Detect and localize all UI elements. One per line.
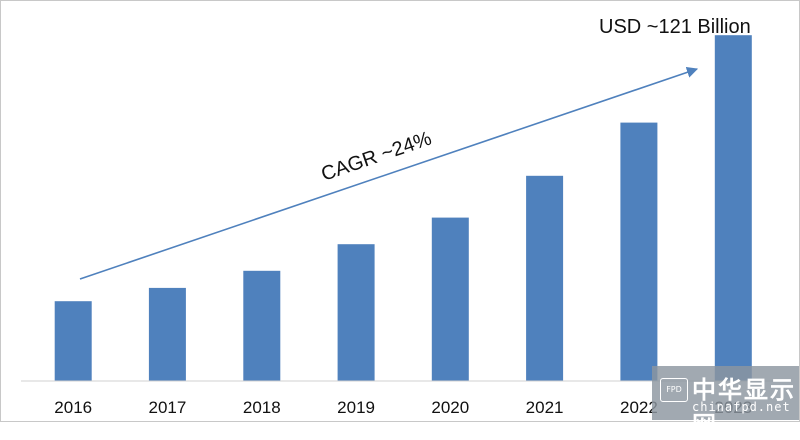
bar-2017 [148, 287, 186, 381]
bar-2016 [54, 301, 92, 381]
bar-2023 [714, 35, 752, 381]
bar-2019 [337, 244, 375, 381]
watermark-logo: FPD [660, 378, 688, 402]
bar-2021 [526, 175, 564, 381]
x-tick-label-2019: 2019 [337, 398, 375, 417]
x-tick-label-2016: 2016 [54, 398, 92, 417]
cagr-trend-arrow [79, 66, 699, 280]
bar-2020 [431, 217, 469, 381]
bar-2018 [243, 270, 281, 381]
watermark-url: chinafpd.net [692, 400, 791, 414]
chart-frame: 20162017201820192020202120222023 CAGR ~2… [0, 0, 800, 422]
x-tick-label-2021: 2021 [526, 398, 564, 417]
bar-chart: 20162017201820192020202120222023 CAGR ~2… [21, 16, 791, 417]
x-tick-label-2022: 2022 [620, 398, 658, 417]
watermark: FPD 中华显示网 chinafpd.net [652, 366, 799, 439]
x-tick-label-2020: 2020 [431, 398, 469, 417]
cagr-annotation: CAGR ~24% [318, 127, 434, 185]
x-tick-label-2017: 2017 [148, 398, 186, 417]
bar-2022 [620, 122, 658, 381]
x-tick-label-2018: 2018 [243, 398, 281, 417]
market-size-annotation: USD ~121 Billion [599, 16, 751, 38]
